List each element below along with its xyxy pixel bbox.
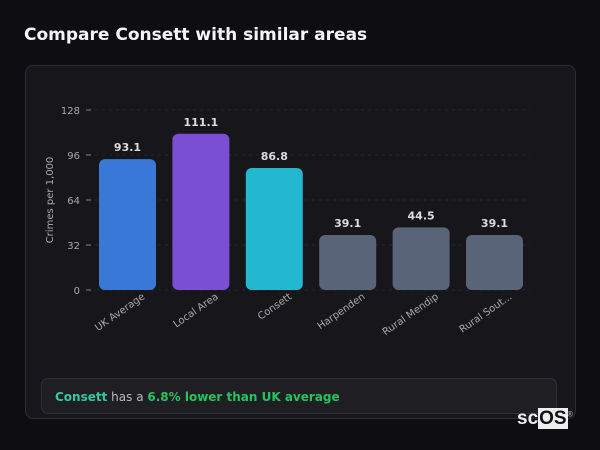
y-axis-label: Crimes per 1,000 [45,157,56,244]
summary-text: has a [107,390,148,404]
x-tick-label: Harpenden [316,291,368,332]
bar [392,227,450,290]
y-tick-label: 128 [61,106,80,117]
x-tick-label: Rural Mendip [381,291,441,338]
data-label: 86.8 [261,150,288,163]
data-label: 39.1 [481,217,508,230]
x-tick-label: Consett [256,291,294,322]
y-tick-label: 96 [67,151,80,162]
data-label: 39.1 [334,217,361,230]
page-title: Compare Consett with similar areas [24,25,368,45]
bar [245,167,303,290]
data-label: 44.5 [408,209,435,222]
x-tick-label: UK Average [93,291,147,333]
y-tick-label: 64 [67,196,80,207]
y-tick-label: 0 [74,286,80,297]
bar [319,235,377,290]
summary-highlight: 6.8% lower than UK average [147,390,340,404]
scos-logo: scOS® [517,408,573,429]
y-tick-label: 32 [67,241,80,252]
bar [172,133,230,290]
bar [99,159,156,290]
summary-area: Consett [55,390,108,404]
data-label: 93.1 [114,141,141,154]
x-tick-label: Local Area [172,291,221,330]
x-tick-label: Rural Sout... [458,291,515,335]
summary-box: Consett has a 6.8% lower than UK average [41,378,557,414]
data-label: 111.1 [184,116,219,129]
bar [466,235,523,290]
